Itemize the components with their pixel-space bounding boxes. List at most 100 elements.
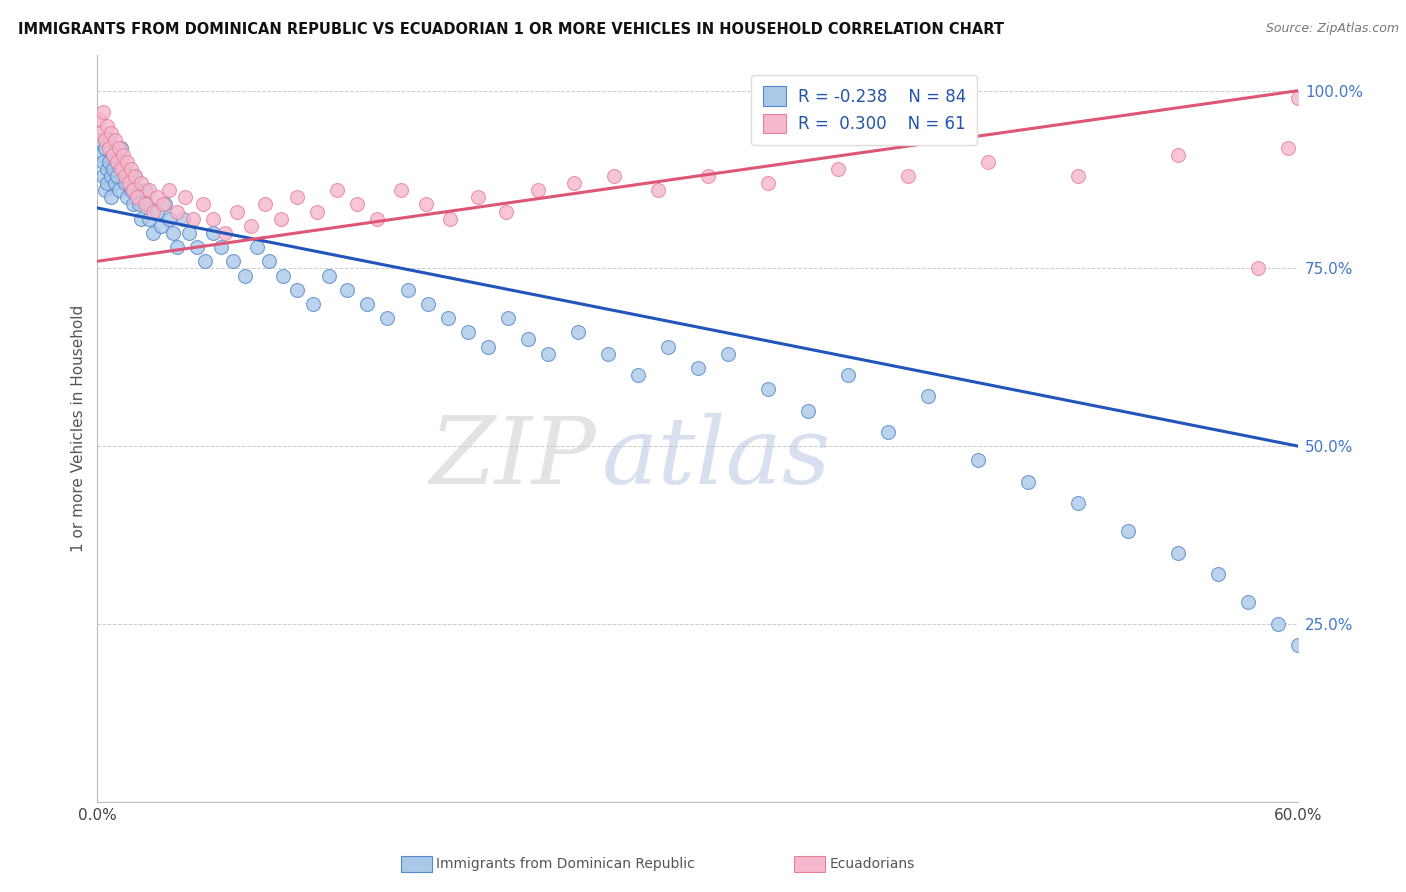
Point	[100, 190, 122, 204]
Point	[626, 368, 648, 382]
Point	[96, 176, 118, 190]
Point	[756, 176, 779, 190]
Point	[495, 204, 517, 219]
Point	[1206, 567, 1229, 582]
Point	[138, 211, 160, 226]
Point	[127, 190, 149, 204]
Point	[1277, 140, 1299, 154]
Point	[717, 347, 740, 361]
Point	[837, 368, 859, 382]
Point	[110, 140, 132, 154]
Point	[596, 347, 619, 361]
Point	[166, 240, 188, 254]
Point	[146, 190, 169, 204]
Text: Source: ZipAtlas.com: Source: ZipAtlas.com	[1265, 22, 1399, 36]
Point	[235, 268, 257, 283]
Legend: R = -0.238    N = 84, R =  0.300    N = 61: R = -0.238 N = 84, R = 0.300 N = 61	[751, 75, 977, 145]
Point	[105, 154, 128, 169]
Point	[796, 403, 818, 417]
Text: IMMIGRANTS FROM DOMINICAN REPUBLIC VS ECUADORIAN 1 OR MORE VEHICLES IN HOUSEHOLD: IMMIGRANTS FROM DOMINICAN REPUBLIC VS EC…	[18, 22, 1004, 37]
Point	[142, 226, 165, 240]
Point	[897, 169, 920, 183]
Point	[183, 211, 205, 226]
Point	[90, 147, 112, 161]
Point	[457, 326, 479, 340]
Point	[118, 169, 141, 183]
Point	[391, 183, 413, 197]
Point	[876, 425, 898, 439]
Point	[104, 176, 127, 190]
Point	[696, 169, 718, 183]
Point	[128, 197, 150, 211]
Point	[142, 204, 165, 219]
Point	[172, 211, 194, 226]
Point	[152, 197, 174, 211]
Point	[110, 161, 132, 176]
Point	[436, 311, 458, 326]
Point	[131, 211, 153, 226]
Point	[93, 154, 115, 169]
Point	[273, 268, 295, 283]
Y-axis label: 1 or more Vehicles in Household: 1 or more Vehicles in Household	[72, 305, 86, 552]
Point	[114, 169, 136, 183]
Point	[416, 297, 439, 311]
Point	[131, 176, 153, 190]
Point	[346, 197, 368, 211]
Point	[246, 240, 269, 254]
Point	[287, 190, 309, 204]
Point	[157, 183, 180, 197]
Point	[647, 183, 669, 197]
Point	[94, 133, 117, 147]
Point	[124, 169, 146, 183]
Point	[1286, 91, 1309, 105]
Point	[202, 211, 225, 226]
Point	[120, 161, 142, 176]
Point	[186, 240, 208, 254]
Point	[439, 211, 461, 226]
Point	[240, 219, 263, 233]
Point	[112, 161, 135, 176]
Point	[1237, 595, 1260, 609]
Point	[756, 382, 779, 396]
Text: Immigrants from Dominican Republic: Immigrants from Dominican Republic	[436, 857, 695, 871]
Point	[134, 183, 156, 197]
Point	[496, 311, 519, 326]
Text: ZIP: ZIP	[429, 413, 596, 503]
Point	[194, 254, 217, 268]
Point	[1247, 261, 1270, 276]
Point	[105, 169, 128, 183]
Point	[917, 389, 939, 403]
Point	[415, 197, 437, 211]
Point	[108, 140, 131, 154]
Point	[209, 240, 232, 254]
Point	[1167, 546, 1189, 560]
Point	[202, 226, 225, 240]
Point	[977, 154, 1000, 169]
Point	[162, 226, 184, 240]
Point	[1167, 147, 1189, 161]
Point	[526, 183, 548, 197]
Point	[318, 268, 340, 283]
Point	[657, 340, 679, 354]
Text: Ecuadorians: Ecuadorians	[830, 857, 915, 871]
Point	[467, 190, 489, 204]
Point	[827, 161, 849, 176]
Point	[336, 283, 359, 297]
Point	[94, 183, 117, 197]
Point	[103, 147, 125, 161]
Point	[1067, 169, 1090, 183]
Point	[93, 169, 115, 183]
Point	[193, 197, 215, 211]
Point	[326, 183, 349, 197]
Point	[122, 197, 145, 211]
Point	[104, 133, 127, 147]
Point	[93, 105, 115, 120]
Point	[105, 154, 128, 169]
Point	[117, 190, 139, 204]
Point	[214, 226, 236, 240]
Point	[98, 133, 121, 147]
Point	[1286, 638, 1309, 652]
Point	[536, 347, 558, 361]
Point	[302, 297, 325, 311]
Point	[122, 183, 145, 197]
